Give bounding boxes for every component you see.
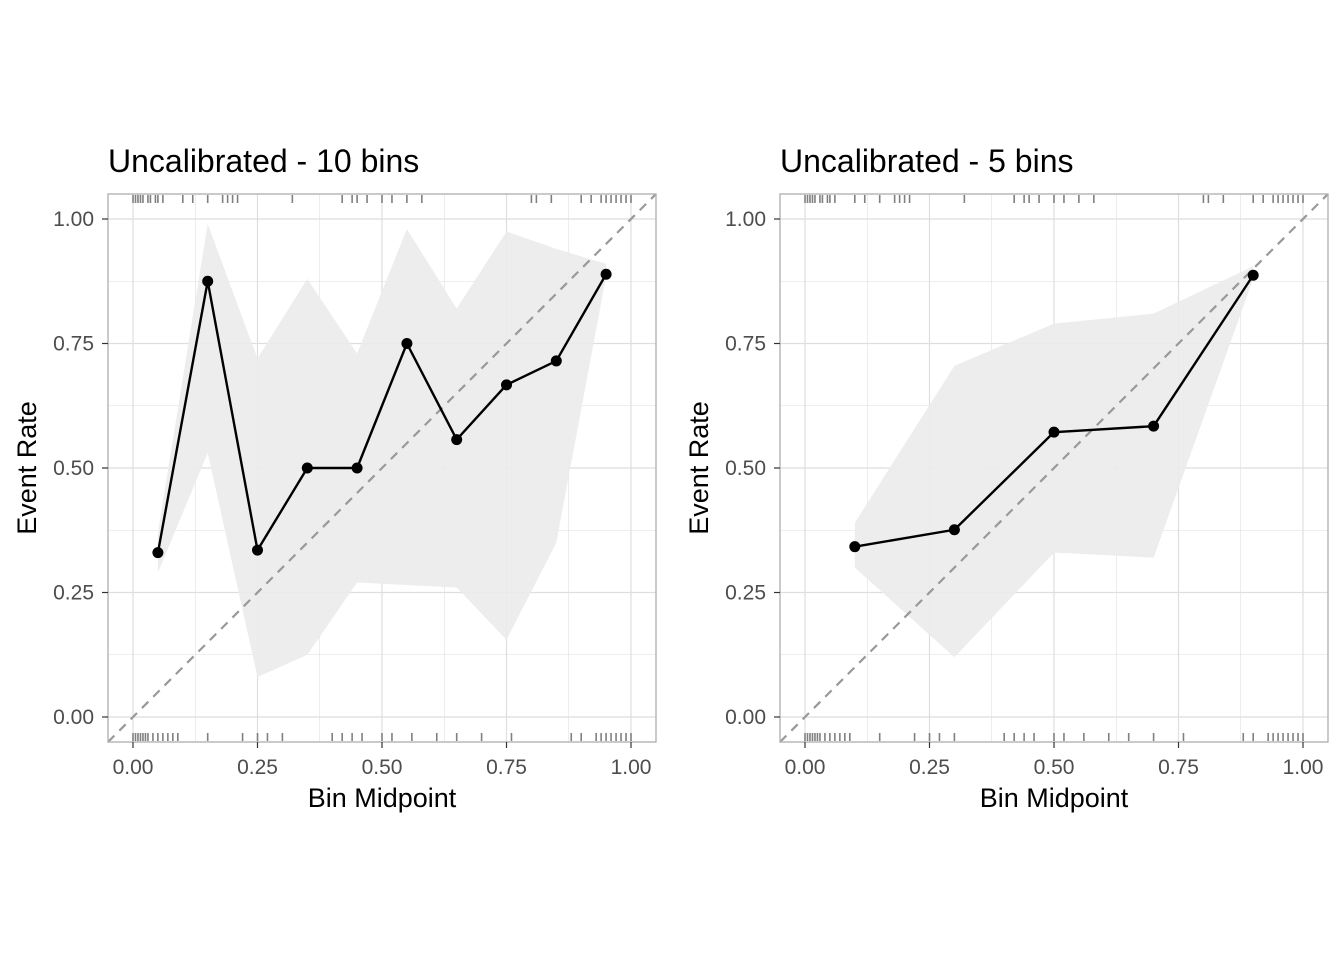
data-point [501,379,512,391]
reference-diagonal [107,193,657,743]
panel-title: Uncalibrated - 10 bins [108,143,419,179]
data-point [252,544,263,556]
confidence-band [157,223,607,678]
data-point [849,541,861,553]
data-point [1048,426,1060,438]
data-point [948,524,960,536]
calibration-panel-10-bins: Uncalibrated - 10 bins 0.00 0.25 0.50 0.75 1… [12,143,657,813]
data-point [550,355,562,367]
calibration-series [849,269,1259,553]
y-tick-label: 0.25 [725,582,766,605]
y-axis-ticks: 0.00 0.25 0.50 0.75 1.00 [53,208,108,729]
calibration-panel-5-bins: Uncalibrated - 5 bins 0.00 0.25 0.50 0.75 1.… [684,143,1329,813]
x-tick-label: 0.75 [1158,756,1199,779]
y-tick-label: 0.25 [53,582,94,605]
x-tick-label: 1.00 [611,756,652,779]
confidence-band-area [157,223,607,678]
data-point [301,462,313,474]
data-point [401,338,413,349]
data-point [1148,420,1160,432]
x-tick-label: 0.50 [362,756,403,779]
y-tick-label: 0.00 [53,706,94,729]
y-axis-title: Event Rate [12,401,42,535]
x-tick-label: 0.50 [1034,756,1075,779]
rug-top [132,195,632,203]
panel-title: Uncalibrated - 5 bins [780,143,1073,179]
x-tick-label: 0.25 [237,756,278,779]
x-tick-label: 0.00 [785,756,826,779]
x-axis-title: Bin Midpoint [980,783,1129,813]
rug-top [804,195,1304,203]
y-tick-label: 0.50 [53,457,94,480]
y-tick-label: 0.75 [725,333,766,356]
y-axis-ticks: 0.00 0.25 0.50 0.75 1.00 [725,208,780,729]
x-axis-ticks: 0.00 0.25 0.50 0.75 1.00 [113,742,652,779]
data-point [1247,269,1259,281]
y-tick-label: 1.00 [725,208,766,231]
x-tick-label: 0.00 [113,756,154,779]
y-tick-label: 1.00 [53,208,94,231]
x-tick-label: 1.00 [1283,756,1324,779]
y-axis-title: Event Rate [684,401,714,535]
y-tick-label: 0.50 [725,457,766,480]
rug-bottom [804,733,1304,741]
x-tick-label: 0.75 [486,756,527,779]
calibration-series [152,268,612,559]
reference-diagonal [779,193,1329,743]
series-line [156,273,608,553]
confidence-band [854,266,1254,658]
data-point [152,547,164,559]
x-axis-ticks: 0.00 0.25 0.50 0.75 1.00 [785,742,1324,779]
confidence-band-area [854,266,1254,658]
data-point [202,275,214,287]
rug-bottom [132,733,632,741]
data-point [351,462,363,474]
data-point [600,268,612,280]
data-point [451,434,463,446]
x-axis-title: Bin Midpoint [308,783,457,813]
x-tick-label: 0.25 [909,756,950,779]
y-tick-label: 0.75 [53,333,94,356]
reference-line [107,193,657,743]
y-tick-label: 0.00 [725,706,766,729]
reference-line [779,193,1329,743]
